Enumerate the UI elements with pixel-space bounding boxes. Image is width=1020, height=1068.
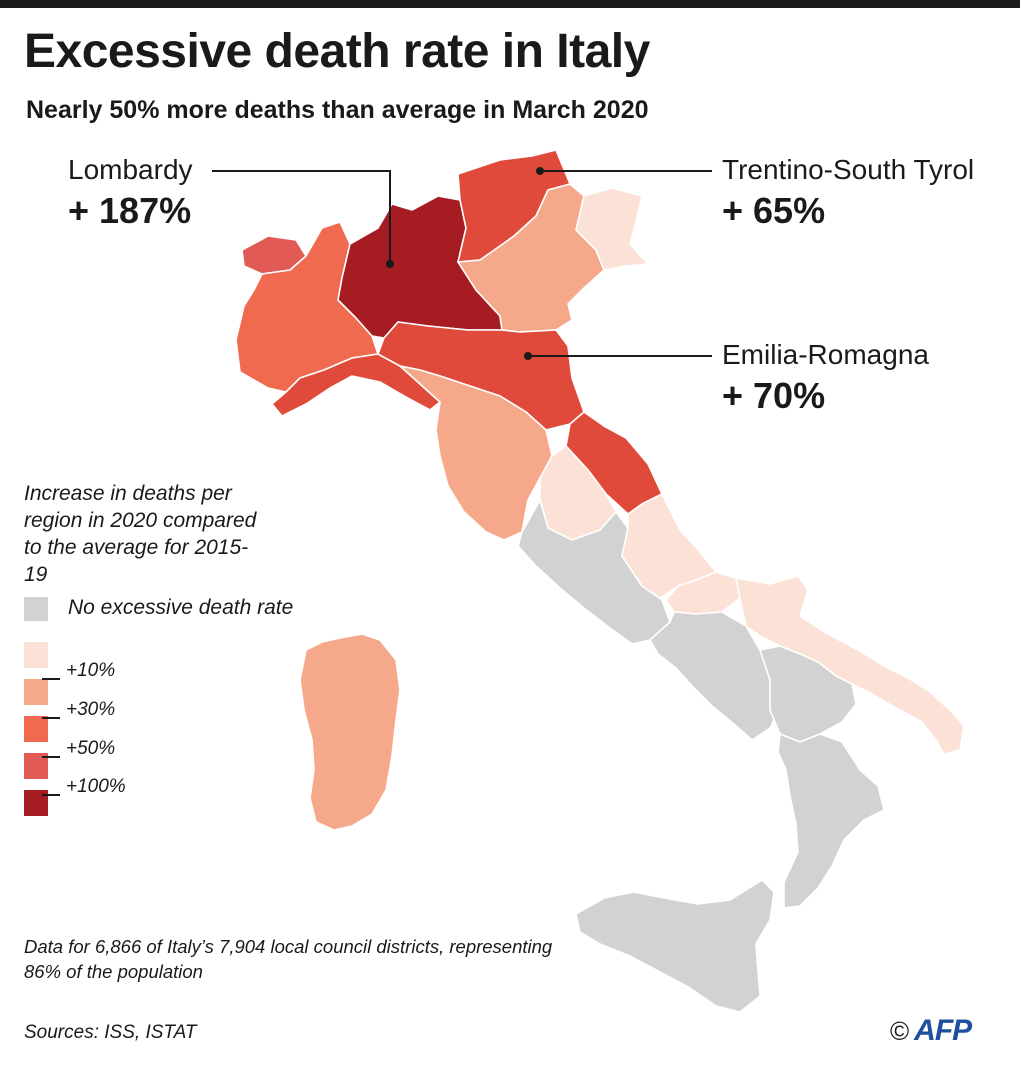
region-calabria — [777, 733, 885, 909]
region-molise — [665, 571, 741, 615]
legend-swatch-1 — [24, 642, 48, 668]
callout-lombardy: Lombardy + 187% — [68, 154, 193, 232]
legend-no-data-label: No excessive death rate — [68, 596, 294, 619]
sources-text: Sources: ISS, ISTAT — [24, 1022, 197, 1043]
callout-trentino-region: Trentino-South Tyrol — [722, 154, 975, 185]
legend-no-data-swatch — [24, 597, 48, 621]
legend-threshold-1: +10% — [42, 660, 115, 682]
region-tuscany — [399, 365, 553, 541]
legend-title: Increase in deaths per region in 2020 co… — [24, 482, 257, 586]
region-sicily — [575, 879, 775, 1013]
page-title: Excessive death rate in Italy — [24, 25, 650, 78]
afp-wordmark: AFP — [914, 1014, 972, 1047]
region-friuli — [575, 187, 649, 271]
trentino-marker — [536, 167, 544, 175]
top-rule — [0, 0, 1020, 8]
afp-logo: © AFP — [890, 1014, 972, 1048]
legend-color-ramp — [24, 642, 48, 827]
callout-emilia-romagna: Emilia-Romagna + 70% — [722, 339, 929, 417]
legend-threshold-4-label: +100% — [66, 776, 126, 797]
legend-threshold-4: +100% — [42, 776, 126, 798]
lombardy-leader-line — [212, 170, 391, 262]
legend-swatch-3 — [24, 716, 48, 742]
lombardy-marker — [386, 260, 394, 268]
legend-threshold-3: +50% — [42, 738, 115, 760]
callout-emilia-value: + 70% — [722, 375, 826, 416]
region-basilicata — [759, 645, 857, 743]
emilia-marker — [524, 352, 532, 360]
legend-threshold-2-label: +30% — [66, 699, 116, 720]
region-lazio — [517, 499, 671, 645]
callout-trentino-value: + 65% — [722, 190, 826, 231]
data-note: Data for 6,866 of Italy’s 7,904 local co… — [24, 936, 553, 982]
legend-swatch-2 — [24, 679, 48, 705]
legend-threshold-3-label: +50% — [66, 738, 116, 759]
legend-threshold-2: +30% — [42, 699, 115, 721]
callout-trentino: Trentino-South Tyrol + 65% — [722, 154, 974, 232]
copyright-symbol: © — [890, 1016, 909, 1046]
callout-emilia-region: Emilia-Romagna — [722, 339, 929, 370]
region-sardinia — [299, 633, 401, 831]
legend-threshold-1-label: +10% — [66, 660, 116, 681]
callout-lombardy-region: Lombardy — [68, 154, 193, 185]
page-subtitle: Nearly 50% more deaths than average in M… — [26, 96, 649, 124]
region-liguria — [271, 353, 441, 417]
callout-lombardy-value: + 187% — [68, 190, 192, 231]
